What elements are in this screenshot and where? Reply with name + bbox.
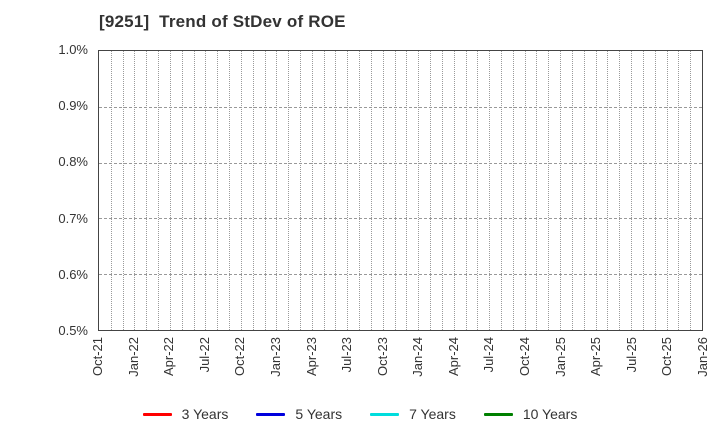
vertical-gridline	[134, 51, 136, 330]
legend-line-swatch	[483, 412, 513, 416]
legend-item-3-years: 3 Years	[142, 406, 229, 422]
vertical-gridline	[666, 51, 668, 330]
vertical-gridline	[311, 51, 313, 330]
vertical-gridline	[690, 51, 692, 330]
vertical-gridline	[595, 51, 597, 330]
vertical-gridline	[619, 51, 621, 330]
vertical-gridline	[288, 51, 290, 330]
vertical-gridline	[501, 51, 502, 330]
x-tick-label: Oct-25	[659, 337, 675, 377]
vertical-gridline	[276, 51, 278, 330]
y-tick-label: 0.7%	[58, 210, 88, 226]
legend-item-5-years: 5 Years	[256, 406, 342, 422]
vertical-gridline	[394, 51, 396, 330]
y-tick-label: 0.5%	[58, 323, 88, 338]
legend-item-7-years: 7 Years	[370, 406, 456, 422]
vertical-gridline	[169, 51, 171, 330]
plot-area	[98, 50, 703, 331]
vertical-gridline	[205, 51, 207, 330]
x-tick-label: Oct-23	[374, 337, 390, 377]
y-tick-label: 0.9%	[58, 98, 88, 114]
y-tick-label: 0.6%	[58, 266, 88, 282]
x-tick-label: Apr-22	[161, 337, 177, 377]
vertical-gridline	[359, 51, 361, 330]
vertical-gridline	[678, 51, 680, 330]
vertical-gridline	[607, 51, 609, 330]
x-tick-label: Oct-21	[90, 337, 105, 377]
vertical-gridline	[524, 51, 526, 330]
vertical-gridline	[193, 51, 195, 330]
vertical-gridline	[240, 51, 242, 330]
vertical-gridline	[441, 51, 443, 330]
vertical-gridline	[229, 51, 231, 330]
horizontal-gridline	[99, 106, 702, 108]
x-tick-label: Jul-25	[623, 337, 639, 373]
legend-line-swatch	[142, 412, 172, 416]
vertical-gridline	[465, 51, 467, 330]
vertical-gridline	[146, 51, 148, 330]
legend: 3 Years 5 Years 7 Years 10 Years	[0, 402, 720, 426]
vertical-gridline	[158, 51, 160, 330]
legend-label: 7 Years	[409, 406, 456, 422]
vertical-gridline	[323, 51, 325, 330]
x-tick-label: Jul-22	[196, 337, 212, 373]
vertical-gridline	[122, 51, 124, 330]
vertical-gridline	[181, 51, 183, 330]
vertical-gridline	[264, 51, 266, 330]
x-tick-label: Jan-25	[552, 337, 568, 377]
y-tick-label: 1.0%	[58, 42, 88, 57]
vertical-gridline	[583, 51, 585, 330]
vertical-gridline	[335, 51, 337, 330]
vertical-gridline	[217, 51, 219, 330]
horizontal-gridline	[99, 274, 702, 276]
vertical-gridline	[418, 51, 420, 330]
vertical-gridline	[370, 51, 372, 330]
legend-item-10-years: 10 Years	[483, 406, 578, 422]
y-tick-label: 0.8%	[58, 154, 88, 170]
chart-title: [9251] Trend of StDev of ROE	[99, 12, 346, 31]
x-tick-label: Oct-24	[517, 337, 533, 377]
x-tick-label: Jul-24	[481, 337, 497, 373]
legend-line-swatch	[370, 412, 400, 416]
x-tick-label: Apr-25	[588, 337, 604, 377]
vertical-gridline	[453, 51, 455, 330]
vertical-gridline	[430, 51, 432, 330]
legend-label: 3 Years	[181, 406, 229, 422]
vertical-gridline	[406, 51, 408, 330]
x-tick-label: Jan-26	[695, 337, 710, 377]
x-tick-label: Jan-22	[125, 337, 141, 377]
legend-line-swatch	[256, 412, 286, 416]
vertical-gridline	[548, 51, 550, 330]
x-tick-label: Jan-24	[410, 337, 426, 377]
vertical-gridline	[477, 51, 479, 330]
vertical-gridline	[382, 51, 384, 330]
vertical-gridline	[560, 51, 562, 330]
vertical-gridline	[536, 51, 538, 330]
legend-label: 5 Years	[295, 406, 343, 422]
vertical-gridline	[654, 51, 656, 330]
vertical-gridline	[642, 51, 644, 330]
horizontal-gridline	[99, 218, 702, 220]
vertical-gridline	[347, 51, 349, 330]
vertical-gridline	[110, 51, 112, 330]
x-tick-label: Oct-22	[232, 337, 248, 377]
horizontal-gridline	[99, 162, 702, 164]
vertical-gridline	[300, 51, 301, 330]
x-tick-label: Jan-23	[267, 337, 283, 377]
vertical-gridline	[512, 51, 514, 330]
vertical-gridline	[489, 51, 491, 330]
x-tick-label: Jul-23	[339, 337, 355, 373]
legend-label: 10 Years	[522, 406, 578, 422]
vertical-gridline	[252, 51, 254, 330]
x-tick-label: Apr-23	[303, 337, 319, 377]
vertical-gridline	[571, 51, 573, 330]
vertical-gridline	[631, 51, 633, 330]
x-tick-label: Apr-24	[445, 337, 461, 377]
